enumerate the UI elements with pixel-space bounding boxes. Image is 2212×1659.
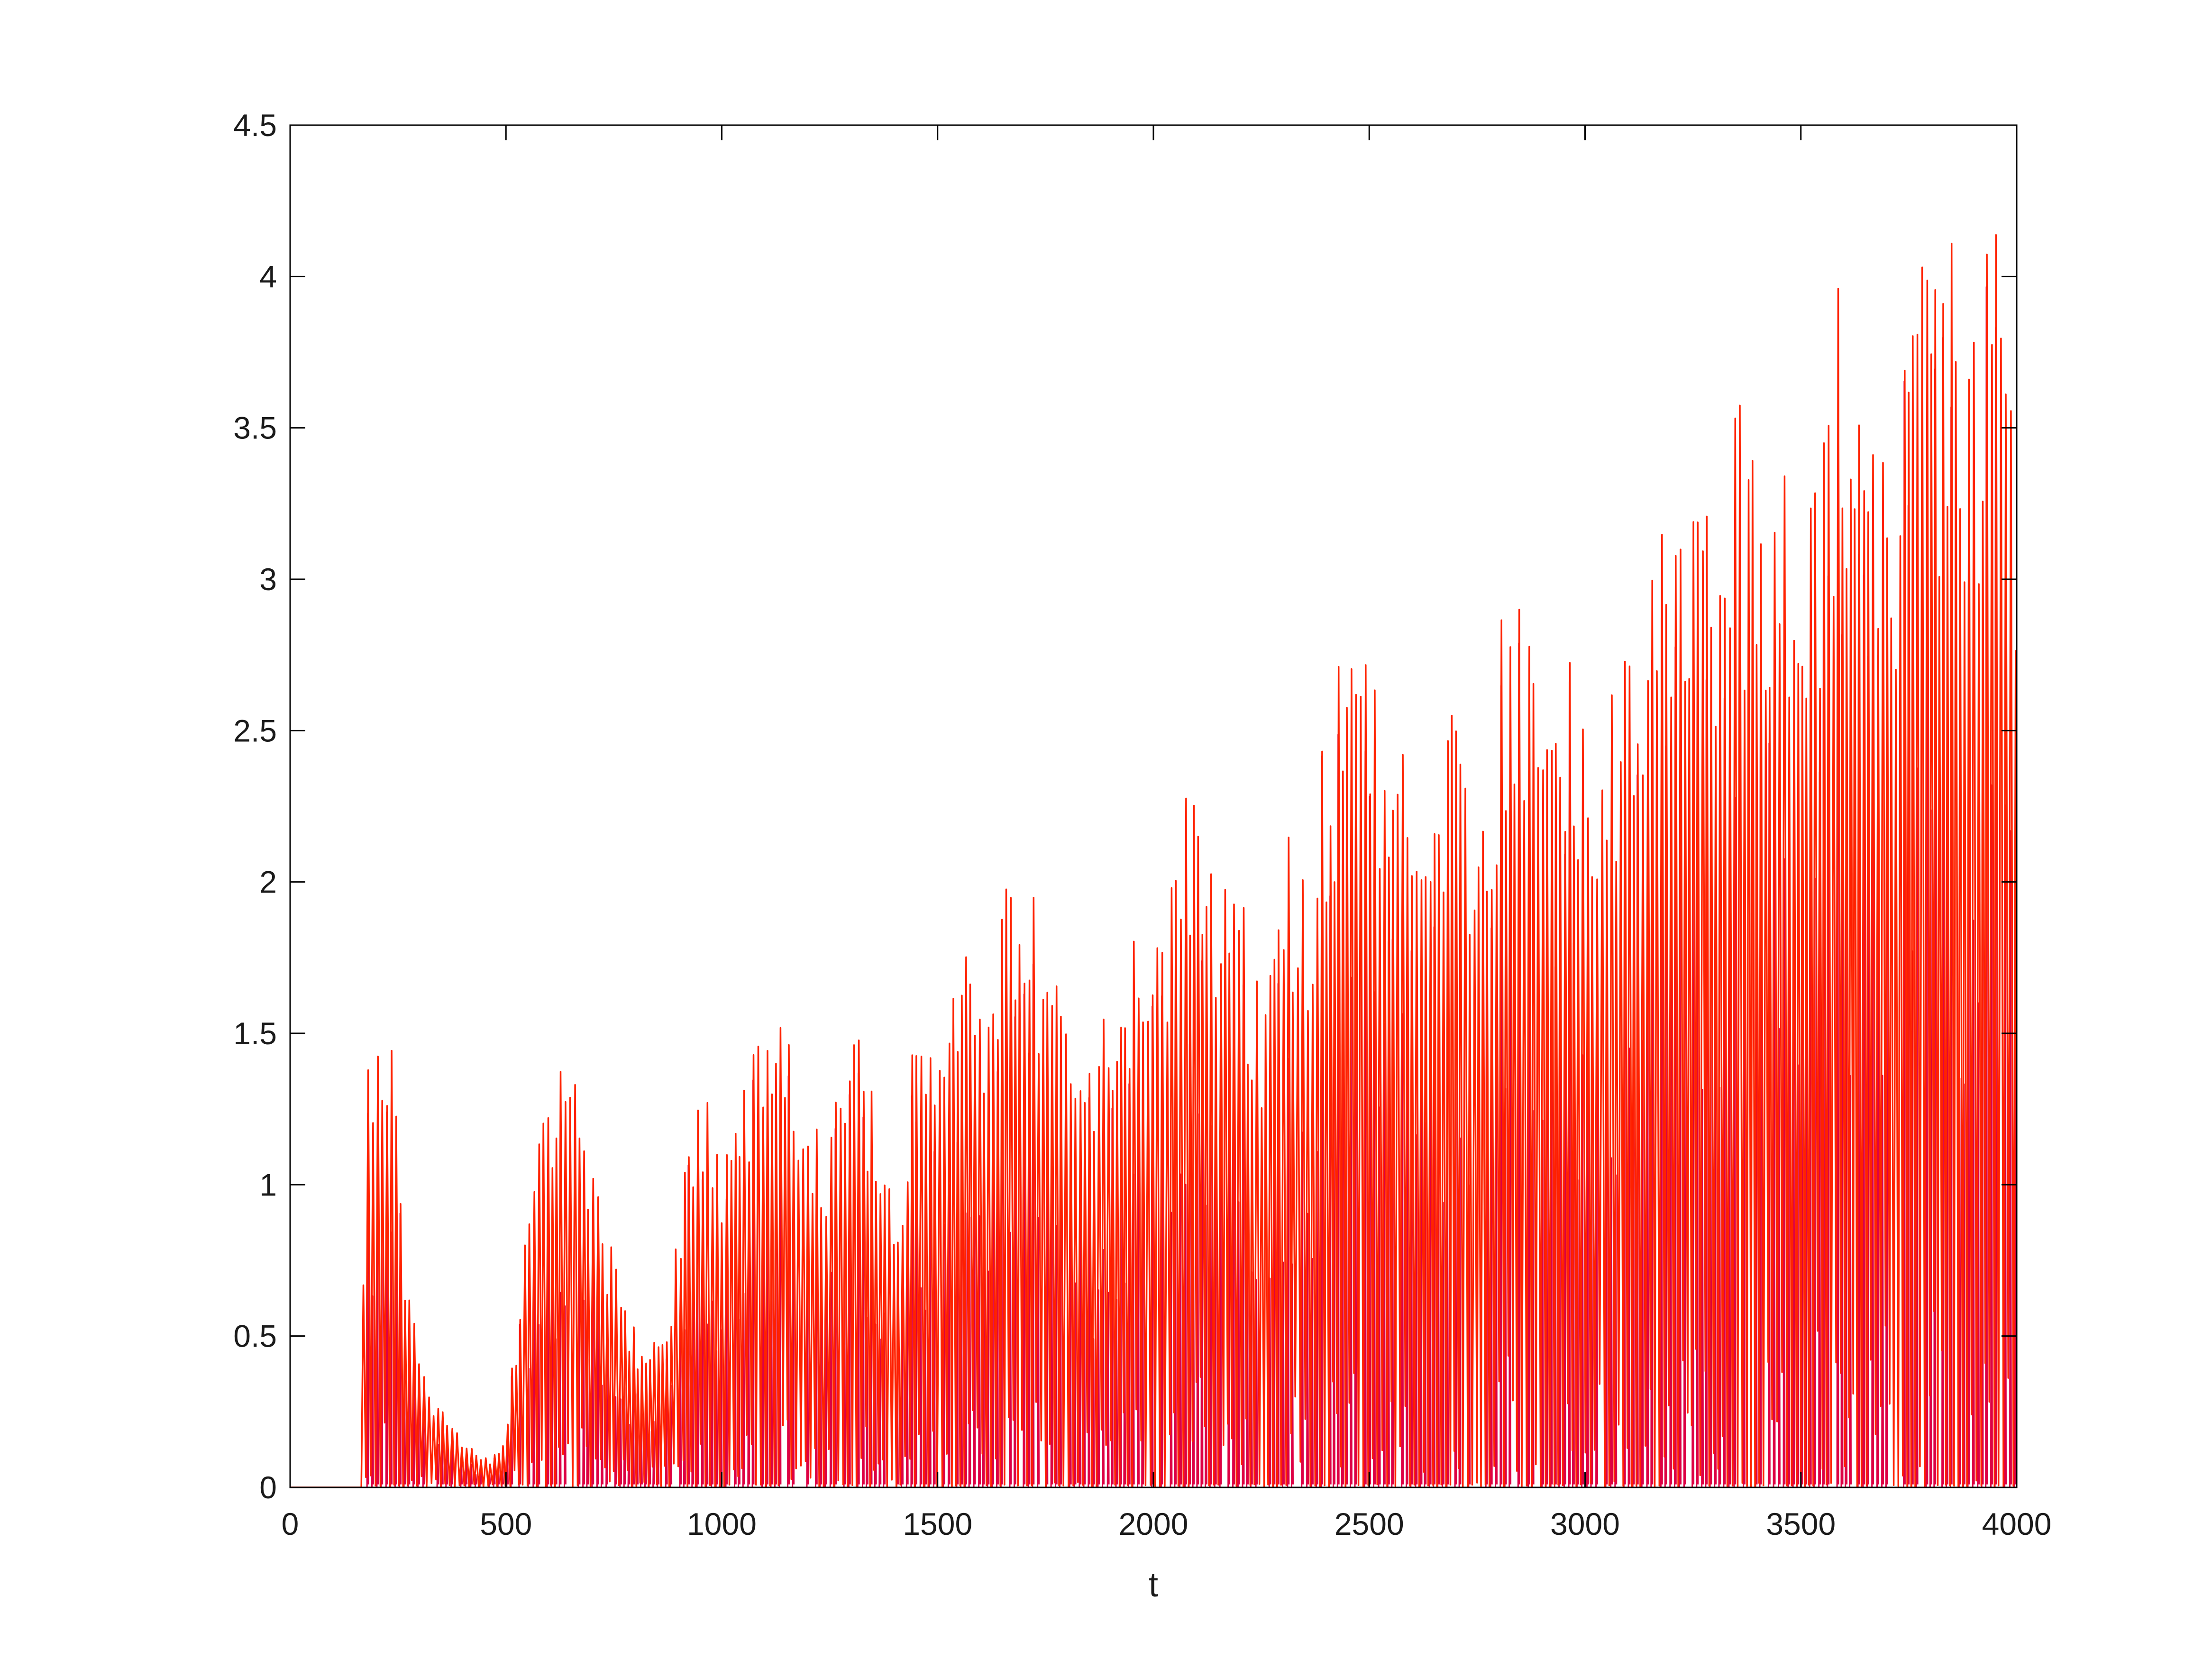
- x-axis-label: t: [1149, 1566, 1158, 1604]
- x-tick-label: 2000: [1119, 1506, 1188, 1541]
- y-tick-label: 2.5: [233, 713, 277, 748]
- y-tick-label: 0.5: [233, 1319, 277, 1354]
- x-tick-label: 500: [480, 1506, 532, 1541]
- x-tick-label: 1000: [687, 1506, 757, 1541]
- x-tick-label: 2500: [1335, 1506, 1404, 1541]
- series-main-line: [290, 234, 2017, 1487]
- x-tick-label: 3500: [1766, 1506, 1836, 1541]
- y-tick-label: 0: [259, 1470, 277, 1505]
- axis-ticks: [289, 124, 2018, 1488]
- x-tick-label: 3000: [1550, 1506, 1620, 1541]
- y-tick-label: 1.5: [233, 1016, 277, 1051]
- plot-area: [290, 234, 2017, 1487]
- x-tick-label: 1500: [903, 1506, 972, 1541]
- y-tick-label: 3.5: [233, 410, 277, 446]
- y-tick-label: 4: [259, 259, 277, 294]
- y-tick-label: 2: [259, 865, 277, 900]
- x-tick-label: 0: [282, 1506, 299, 1541]
- y-tick-label: 1: [259, 1167, 277, 1202]
- x-tick-label: 4000: [1982, 1506, 2052, 1541]
- y-tick-label: 3: [259, 562, 277, 597]
- y-tick-label: 4.5: [233, 108, 277, 143]
- tick-labels: 0 500 1000 1500 2000 2500 3000 3500 4000 0 0.5 1 1.5…: [233, 108, 2051, 1541]
